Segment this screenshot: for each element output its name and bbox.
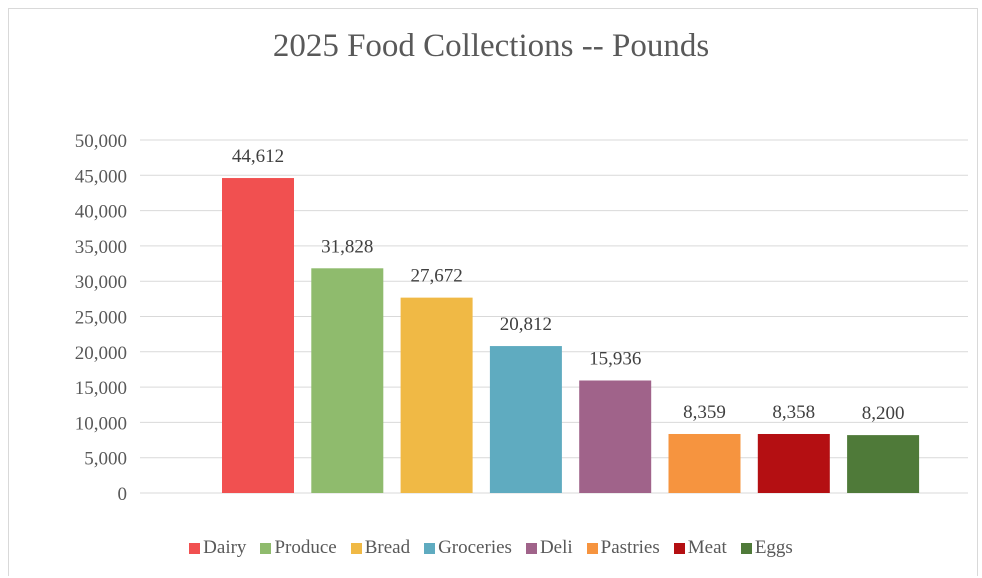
legend-label: Produce — [274, 537, 337, 558]
y-tick-label: 15,000 — [75, 378, 127, 399]
bar-groceries — [489, 346, 562, 493]
legend-label: Deli — [539, 537, 573, 558]
legend-label: Bread — [364, 537, 411, 558]
legend-swatch — [350, 542, 362, 554]
y-tick-label: 45,000 — [75, 166, 127, 187]
legend-item-groceries: Groceries — [424, 537, 512, 559]
data-label: 8,359 — [683, 402, 726, 423]
data-label: 15,936 — [589, 348, 641, 369]
y-tick-label: 35,000 — [75, 237, 127, 258]
y-tick-label: 30,000 — [75, 272, 127, 293]
y-tick-label: 0 — [118, 484, 128, 505]
y-tick-label: 50,000 — [75, 131, 127, 152]
bar-deli — [579, 380, 652, 493]
legend-label: Groceries — [438, 537, 512, 558]
bar-produce — [311, 268, 384, 493]
legend-swatch — [673, 542, 685, 554]
legend-label: Dairy — [203, 537, 247, 558]
bar-bread — [400, 297, 473, 493]
legend-label: Eggs — [754, 537, 793, 558]
legend-item-pastries: Pastries — [586, 537, 660, 559]
data-label: 8,200 — [862, 403, 905, 424]
data-label: 8,358 — [772, 402, 815, 423]
bar-eggs — [847, 435, 920, 493]
y-tick-label: 20,000 — [75, 343, 127, 364]
data-label: 27,672 — [410, 266, 462, 287]
chart-title: 2025 Food Collections -- Pounds — [272, 28, 710, 64]
y-tick-label: 40,000 — [75, 202, 127, 223]
legend-swatch — [424, 542, 436, 554]
y-tick-label: 5,000 — [84, 449, 127, 470]
legend-swatch — [189, 542, 201, 554]
legend-item-bread: Bread — [350, 537, 411, 559]
legend-item-meat: Meat — [673, 537, 727, 559]
bar-meat — [757, 433, 830, 493]
legend-swatch — [260, 542, 272, 554]
legend-item-eggs: Eggs — [740, 537, 793, 559]
chart-legend: Dairy Produce Bread Groceries Deli Pastries Me… — [0, 537, 982, 559]
legend-label: Pastries — [600, 537, 660, 558]
bar-dairy — [222, 178, 294, 493]
bar-pastries — [668, 433, 741, 493]
legend-item-dairy: Dairy — [189, 537, 246, 559]
legend-swatch — [740, 542, 752, 554]
legend-label: Meat — [687, 537, 727, 558]
data-label: 20,812 — [500, 314, 552, 335]
legend-item-produce: Produce — [260, 537, 337, 559]
legend-swatch — [525, 542, 537, 554]
legend-swatch — [586, 542, 598, 554]
legend-item-deli: Deli — [525, 537, 573, 559]
y-tick-label: 25,000 — [75, 308, 127, 329]
data-label: 31,828 — [321, 236, 373, 257]
y-tick-label: 10,000 — [75, 413, 127, 434]
data-label: 44,612 — [232, 146, 284, 167]
